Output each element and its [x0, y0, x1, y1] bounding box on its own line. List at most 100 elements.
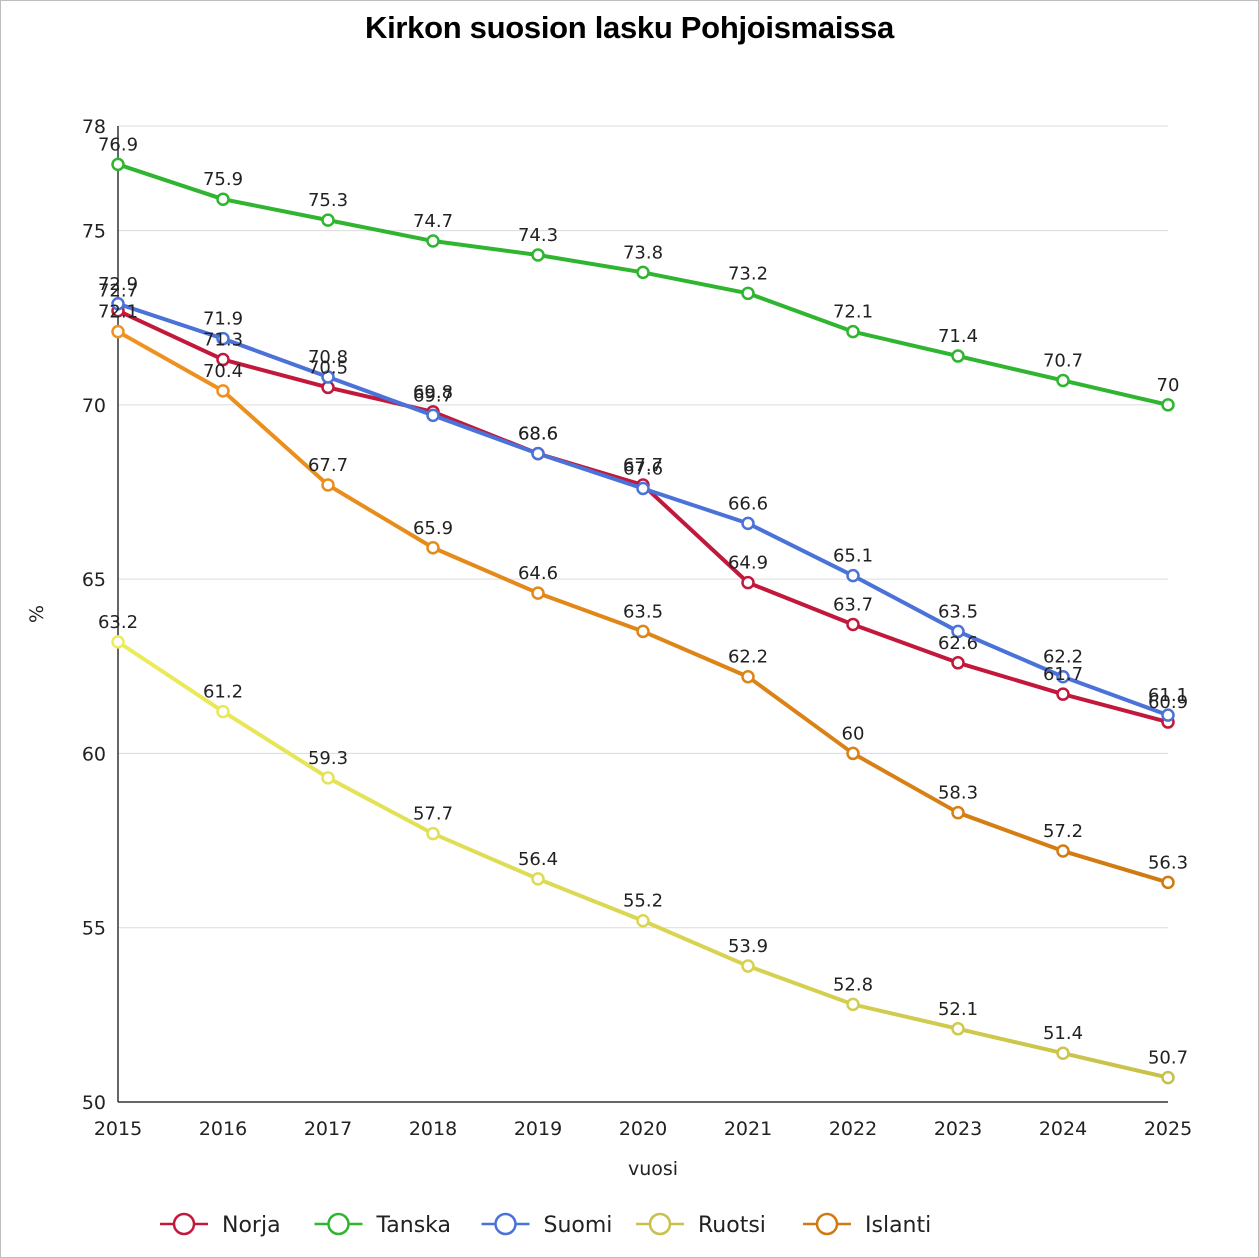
- data-point: [321, 478, 335, 492]
- data-label: 72.9: [98, 274, 138, 295]
- x-tick-label: 2015: [94, 1118, 142, 1140]
- data-point: [426, 408, 440, 423]
- data-label: 65.1: [833, 546, 873, 567]
- data-label: 57.2: [1043, 821, 1083, 842]
- data-point: [531, 586, 545, 600]
- data-point: [1161, 875, 1175, 890]
- y-tick-label: 70: [82, 395, 106, 417]
- data-label: 55.2: [623, 891, 663, 912]
- data-point: [216, 384, 230, 398]
- x-tick-label: 2016: [199, 1118, 247, 1140]
- x-axis-label: vuosi: [628, 1158, 678, 1180]
- data-label: 51.4: [1043, 1023, 1083, 1044]
- data-label: 70: [1157, 375, 1180, 396]
- data-point: [531, 872, 545, 886]
- data-point: [636, 913, 650, 928]
- data-label: 52.1: [938, 999, 978, 1020]
- data-label: 59.3: [308, 748, 348, 769]
- x-tick-label: 2021: [724, 1118, 772, 1140]
- data-label: 71.3: [203, 330, 243, 351]
- data-label: 69.7: [413, 385, 453, 406]
- data-label: 61.1: [1148, 685, 1188, 706]
- x-tick-label: 2018: [409, 1118, 457, 1140]
- data-point: [951, 624, 965, 639]
- legend: Norja Tanska Suomi Ruotsi Islanti: [160, 1212, 931, 1238]
- data-point: [531, 446, 545, 461]
- data-point: [1056, 844, 1070, 858]
- data-point: [951, 805, 965, 820]
- legend-label: Suomi: [544, 1213, 613, 1238]
- data-label: 74.7: [413, 211, 453, 232]
- data-point: [216, 352, 230, 367]
- data-label: 76.9: [98, 134, 138, 155]
- data-point: [846, 997, 860, 1012]
- data-point: [741, 575, 755, 590]
- y-axis-label: %: [26, 605, 48, 623]
- data-point: [741, 516, 755, 531]
- x-tick-label: 2020: [619, 1118, 667, 1140]
- data-label: 68.6: [518, 424, 558, 445]
- data-label: 71.9: [203, 309, 243, 330]
- data-point: [951, 349, 965, 363]
- legend-item-suomi: Suomi: [481, 1212, 613, 1238]
- series-tanska: [111, 157, 1175, 412]
- data-point: [846, 568, 860, 583]
- data-label: 63.7: [833, 594, 873, 615]
- data-label: 62.2: [1043, 647, 1083, 668]
- data-point: [531, 248, 545, 262]
- data-labels: 72.7 71.3 70.5 69.8 68.6 67.7 64.9 63.7 62.6 61.7…: [98, 134, 1188, 1068]
- y-tick-label: 78: [82, 116, 106, 138]
- data-point: [111, 324, 125, 339]
- data-point: [1056, 687, 1070, 701]
- data-label: 65.9: [413, 518, 453, 539]
- series-line-suomi: [116, 301, 1170, 718]
- series-ruotsi: [111, 635, 1175, 1085]
- axes: [117, 126, 1168, 1103]
- data-point: [321, 370, 335, 384]
- data-point: [426, 541, 440, 555]
- y-tick-labels: 50 55 60 65 70 75 78: [82, 116, 106, 1114]
- data-label: 68.6: [518, 424, 558, 445]
- data-label: 62.6: [938, 633, 978, 654]
- data-label: 60.9: [1148, 692, 1188, 713]
- data-label: 75.3: [308, 190, 348, 211]
- data-point: [216, 192, 230, 206]
- data-label: 73.2: [728, 263, 768, 284]
- legend-item-ruotsi: Ruotsi: [636, 1212, 766, 1238]
- data-label: 67.7: [308, 455, 348, 476]
- legend-swatch-marker: [327, 1212, 350, 1236]
- data-label: 72.1: [833, 302, 873, 323]
- x-tick-labels: 2015 2016 2017 2018 2019 2020 2021 2022 2023 2024…: [94, 1118, 1192, 1140]
- data-point: [1056, 1046, 1070, 1060]
- data-point: [1161, 1070, 1175, 1085]
- legend-label: Ruotsi: [698, 1213, 766, 1238]
- legend-swatch-marker: [815, 1212, 839, 1236]
- series-line-ruotsi: [116, 639, 1170, 1080]
- legend-swatch-marker: [172, 1212, 196, 1236]
- data-point: [216, 331, 230, 346]
- legend-item-islanti: Islanti: [803, 1212, 931, 1238]
- y-tick-label: 60: [82, 743, 106, 765]
- chart-title: Kirkon suosion lasku Pohjoismaissa: [364, 10, 895, 45]
- legend-swatch-marker: [648, 1212, 672, 1236]
- legend-swatch-marker: [494, 1212, 517, 1236]
- legend-item-tanska: Tanska: [314, 1212, 451, 1238]
- data-label: 50.7: [1148, 1048, 1188, 1069]
- data-label: 63.5: [623, 601, 663, 622]
- data-label: 72.7: [98, 281, 138, 302]
- data-point: [426, 826, 440, 841]
- data-point: [111, 635, 125, 649]
- data-point: [741, 286, 755, 301]
- data-label: 72.1: [98, 302, 138, 323]
- data-point: [636, 624, 650, 639]
- data-label: 74.3: [518, 225, 558, 246]
- x-tick-label: 2019: [514, 1118, 562, 1140]
- data-point: [951, 1022, 965, 1036]
- data-point: [426, 234, 440, 248]
- data-label: 75.9: [203, 169, 243, 190]
- data-label: 66.6: [728, 493, 768, 514]
- data-point: [1161, 398, 1175, 412]
- data-label: 63.5: [938, 601, 978, 622]
- data-label: 70.5: [308, 357, 348, 378]
- data-label: 58.3: [938, 783, 978, 804]
